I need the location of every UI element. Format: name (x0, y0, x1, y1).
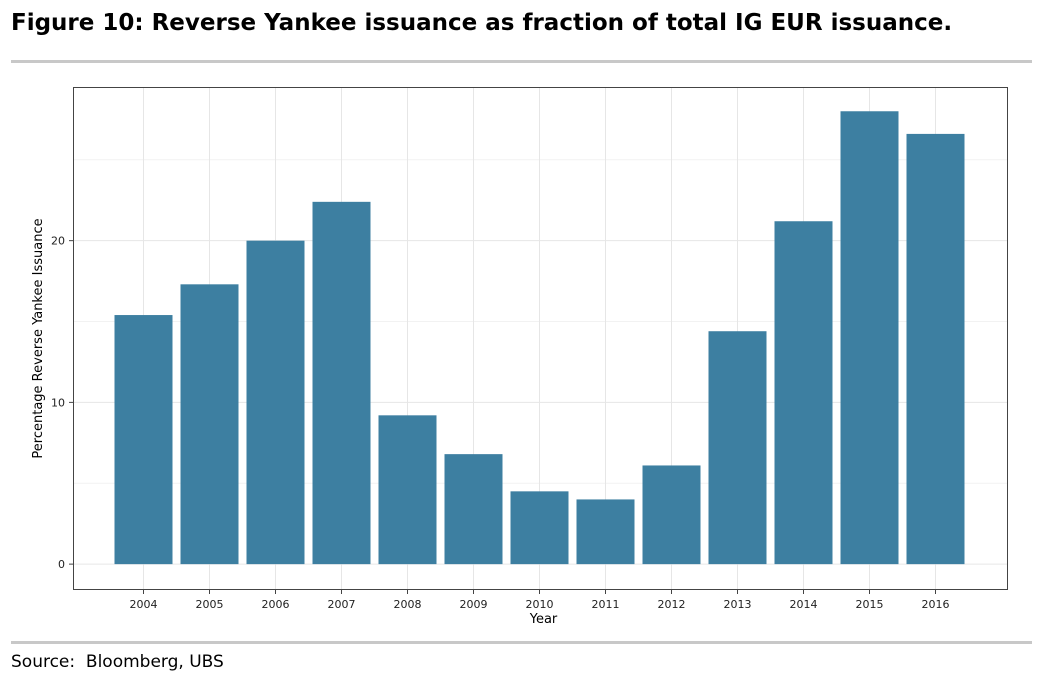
bar-2009 (444, 454, 503, 565)
x-tick-label: 2009 (460, 598, 488, 611)
bottom-divider (11, 641, 1032, 644)
bar-2004 (114, 315, 173, 565)
x-axis-title: Year (529, 612, 558, 627)
panel-border (73, 87, 1008, 590)
bar-2015 (840, 111, 899, 565)
bar-2008 (378, 415, 437, 565)
bar-2005 (180, 284, 239, 565)
x-tick-label: 2015 (856, 598, 884, 611)
x-tick-label: 2013 (724, 598, 752, 611)
x-axis-ticks: 2004 2005 2006 2007 2008 2009 2010 2011 2012 2013… (130, 590, 950, 611)
y-axis-title: Percentage Reverse Yankee Issuance (31, 218, 46, 458)
bar-2007 (312, 201, 371, 565)
x-tick-label: 2005 (196, 598, 224, 611)
bar-2010 (510, 491, 569, 565)
y-tick-label: 20 (51, 235, 65, 248)
x-tick-label: 2012 (658, 598, 686, 611)
x-tick-label: 2008 (394, 598, 422, 611)
x-tick-label: 2010 (526, 598, 554, 611)
x-tick-label: 2006 (262, 598, 290, 611)
top-divider (11, 60, 1032, 63)
bar-2012 (642, 465, 701, 565)
x-tick-label: 2004 (130, 598, 158, 611)
source-note: Source: Bloomberg, UBS (11, 652, 224, 672)
x-tick-label: 2011 (592, 598, 620, 611)
figure-title: Figure 10: Reverse Yankee issuance as fr… (11, 10, 953, 36)
bar-2011 (576, 499, 635, 565)
x-tick-label: 2016 (922, 598, 950, 611)
bar-2013 (708, 331, 767, 565)
x-tick-label: 2014 (790, 598, 818, 611)
y-tick-label: 10 (51, 396, 65, 409)
bar-2016 (906, 133, 965, 565)
bar-2006 (246, 240, 305, 565)
bar-2014 (774, 221, 833, 565)
x-tick-label: 2007 (328, 598, 356, 611)
bars (114, 111, 965, 565)
y-axis-ticks: 0 10 20 (51, 235, 73, 571)
y-tick-label: 0 (58, 558, 65, 571)
